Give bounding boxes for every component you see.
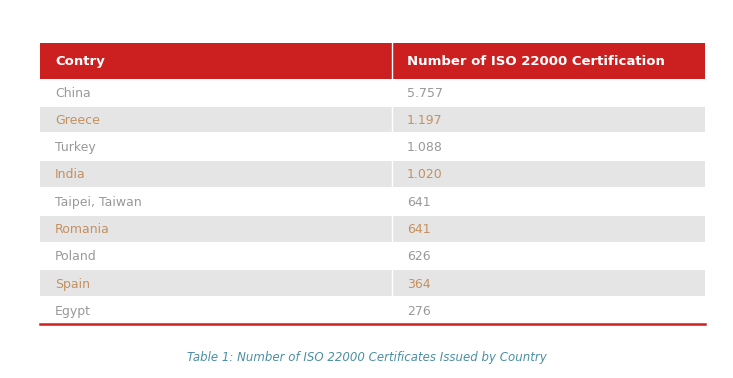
Text: Romania: Romania [55, 223, 110, 236]
Bar [40, 216, 705, 242]
Bar [40, 43, 705, 79]
Text: Poland: Poland [55, 250, 97, 263]
Text: Contry: Contry [55, 55, 105, 68]
Text: Egypt: Egypt [55, 305, 91, 318]
Bar [40, 107, 705, 132]
Bar [40, 134, 705, 160]
Text: 364: 364 [407, 277, 430, 291]
Text: Turkey: Turkey [55, 141, 96, 154]
Text: China: China [55, 87, 91, 99]
Bar [40, 298, 705, 324]
Text: 1.088: 1.088 [407, 141, 443, 154]
Text: Taipei, Taiwan: Taipei, Taiwan [55, 196, 141, 209]
Text: Greece: Greece [55, 114, 100, 127]
Text: 276: 276 [407, 305, 430, 318]
Text: 1.020: 1.020 [407, 169, 443, 181]
Text: 626: 626 [407, 250, 430, 263]
Text: India: India [55, 169, 86, 181]
Bar [40, 271, 705, 296]
Text: 1.197: 1.197 [407, 114, 443, 127]
Text: 641: 641 [407, 223, 430, 236]
Bar [40, 161, 705, 187]
Bar [40, 243, 705, 269]
Text: Number of ISO 22000 Certification: Number of ISO 22000 Certification [407, 55, 665, 68]
Text: 641: 641 [407, 196, 430, 209]
Text: 5.757: 5.757 [407, 87, 443, 99]
Bar [40, 189, 705, 214]
Text: Table 1: Number of ISO 22000 Certificates Issued by Country: Table 1: Number of ISO 22000 Certificate… [187, 351, 546, 364]
Text: Spain: Spain [55, 277, 90, 291]
Bar [40, 79, 705, 105]
